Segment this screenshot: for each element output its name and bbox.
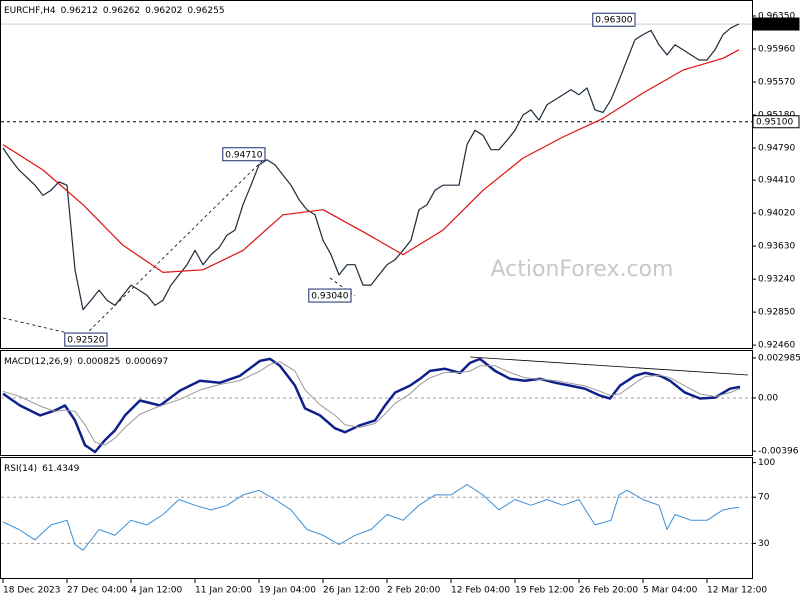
x-tick-label: 18 Dec 2023 (3, 586, 61, 596)
x-tick-label: 26 Feb 20:00 (579, 586, 638, 596)
y-tick-label: -0.00396 (758, 447, 799, 457)
readout-value: 0.96212 (61, 6, 98, 16)
y-tick-label: 0.94790 (758, 143, 795, 153)
macd-frame (0, 350, 753, 456)
price-label-box (752, 115, 800, 129)
panel-title: RSI(14) (4, 464, 37, 474)
y-tick-label: 0.93630 (758, 242, 795, 252)
series-line (2, 361, 741, 446)
readout-value: 0.96262 (103, 6, 140, 16)
x-tick-label: 19 Jan 04:00 (259, 586, 316, 596)
panel-title: EURCHF,H4 (4, 6, 56, 16)
panel-header: RSI(14) 61.4349 (4, 464, 80, 474)
annotation-label: 0.92520 (67, 336, 104, 346)
y-tick-label: 0.94020 (758, 209, 795, 219)
panel-header: MACD(12,26,9) 0.000825 0.000697 (4, 357, 168, 367)
y-tick-label: 0.93240 (758, 275, 795, 285)
panel-header: EURCHF,H4 0.96212 0.96262 0.96202 0.96255 (4, 6, 225, 16)
x-tick-label: 12 Mar 12:00 (707, 586, 767, 596)
annotation-box (308, 288, 352, 303)
y-tick-label: 0.94410 (758, 176, 795, 186)
price-label: 0.95100 (756, 117, 793, 127)
readout-value: 0.000825 (77, 357, 120, 367)
x-tick-label: 4 Jan 12:00 (131, 586, 183, 596)
y-tick-label: 0.96350 (758, 11, 795, 21)
x-tick-label: 2 Feb 20:00 (387, 586, 441, 596)
annotation-box (64, 332, 108, 347)
annotation-box (592, 12, 636, 27)
panel-title: MACD(12,26,9) (4, 357, 72, 367)
trendline (2, 317, 86, 338)
x-tick-label: 11 Jan 20:00 (195, 586, 252, 596)
x-tick-label: 27 Dec 04:00 (67, 586, 128, 596)
readout-value: 61.4349 (42, 464, 79, 474)
annotation-box (222, 147, 266, 162)
y-tick-label: 0.95570 (758, 77, 795, 87)
rsi-frame (0, 457, 753, 579)
series-line (2, 49, 740, 273)
annotation-label: 0.93040 (311, 292, 348, 302)
readout-value: 0.96255 (187, 6, 224, 16)
watermark: ActionForex.com (491, 257, 674, 282)
x-tick-label: 19 Feb 12:00 (515, 586, 574, 596)
macd-trendline (469, 356, 749, 376)
x-tick-label: 12 Feb 04:00 (451, 586, 510, 596)
x-tick-label: 5 Mar 04:00 (643, 586, 698, 596)
series-line (2, 484, 740, 551)
price-label-box (752, 17, 800, 31)
y-tick-label: 0.92850 (758, 308, 795, 318)
price-frame (0, 0, 753, 349)
y-tick-label: 30 (758, 539, 770, 549)
readout-value: 0.96202 (145, 6, 182, 16)
y-tick-label: 70 (758, 493, 770, 503)
annotation-label: 0.96300 (595, 16, 632, 26)
y-tick-label: 100 (758, 458, 775, 468)
y-tick-label: 0.002985 (758, 353, 800, 363)
y-tick-label: 0.95960 (758, 44, 795, 54)
panel-frames (0, 0, 753, 579)
series-line (2, 357, 741, 454)
price-label: 0.96255 (756, 20, 793, 30)
readout-value: 0.000697 (125, 357, 168, 367)
x-tick-label: 26 Jan 12:00 (323, 586, 380, 596)
series-line (2, 23, 740, 311)
y-tick-label: 0.92460 (758, 341, 795, 351)
y-tick-label: 0.00 (758, 393, 778, 403)
annotation-label: 0.94710 (225, 150, 262, 160)
